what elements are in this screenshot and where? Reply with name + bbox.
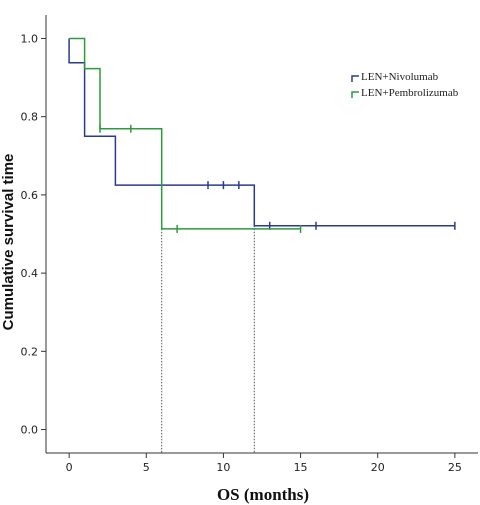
y-tick-label: 1.0: [21, 32, 39, 45]
survival-curve: [68, 38, 455, 227]
y-tick-label: 0.2: [21, 345, 39, 358]
series-group: [68, 37, 456, 233]
legend-label: LEN+Nivolumab: [361, 71, 439, 83]
survival-curve: [69, 37, 301, 230]
y-tick-label: 0.6: [21, 189, 39, 202]
x-axis-label: OS (months): [217, 485, 309, 504]
x-tick-label: 10: [216, 461, 230, 474]
y-axis-label: Cumulative survival time: [0, 154, 17, 331]
legend: LEN+Nivolumab LEN+Pembrolizumab: [351, 71, 459, 99]
median-lines: [161, 225, 255, 453]
ticks: 0.0 0.2 0.4 0.6 0.8 1.0 0 5 10 15 20 25: [21, 32, 462, 474]
x-tick-label: 5: [143, 461, 150, 474]
x-tick-label: 25: [448, 461, 462, 474]
legend-swatch: [351, 75, 359, 82]
x-tick-label: 15: [294, 461, 308, 474]
y-tick-label: 0.4: [21, 267, 39, 280]
y-tick-label: 0.0: [21, 424, 39, 437]
legend-swatch: [351, 91, 359, 98]
x-tick-label: 0: [66, 461, 73, 474]
legend-label: LEN+Pembrolizumab: [361, 87, 459, 99]
x-tick-label: 20: [371, 461, 385, 474]
y-tick-label: 0.8: [21, 111, 39, 124]
axes: [45, 15, 478, 454]
